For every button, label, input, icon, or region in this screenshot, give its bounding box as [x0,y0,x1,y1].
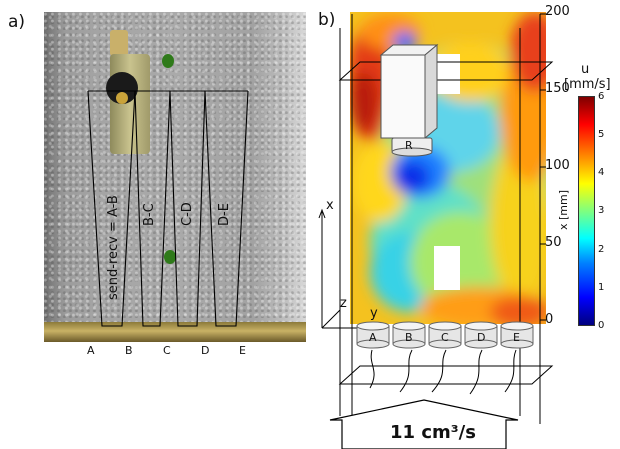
colorbar [578,96,595,326]
sensor-label-d: D [201,344,210,357]
axis-label-y: y [370,306,378,321]
colorbar-tick-4: 4 [598,167,605,178]
x-tick-150: 150 [545,81,570,96]
transducer-label-c: C [441,331,449,344]
x-tick-200: 200 [545,4,570,19]
x-tick-50: 50 [545,235,562,250]
panel-a-label: a) [8,12,26,32]
colorbar-tick-1: 1 [598,282,605,293]
transducer-label-b: B [405,331,413,344]
beam-path-b-c [134,90,171,327]
sensor-label-e: E [239,344,246,357]
beam-path-a-b [87,90,136,327]
colorbar-tick-0: 0 [598,320,605,331]
transducer-label-a: A [369,331,377,344]
inflow-arrow [329,399,519,449]
tracer-bead-middle [164,250,176,264]
x-axis-title: x [mm] [557,189,570,230]
blank-region-bottom [434,246,460,290]
transducer-label-e: E [513,331,520,344]
velocity-field-map [350,12,546,324]
transducer-label-d: D [477,331,486,344]
transducer-d [464,321,498,349]
beam-path-c-d [169,90,206,327]
sensor-lens [116,92,128,104]
inflow-rate-label: 11 cm³/s [390,422,476,443]
panel-b-label: b) [318,10,336,30]
receiver-label: R [405,139,413,152]
colorbar-tick-3: 3 [598,205,605,216]
tank-bottom-sensor-strip [44,322,306,342]
colorbar-title-unit: [mm/s] [564,77,611,92]
transducer-e [500,321,534,349]
axis-label-z: z [340,296,347,311]
blank-region-top [434,54,460,94]
sensor-label-b: B [125,344,133,357]
sensor-connector [110,30,128,56]
colorbar-tick-5: 5 [598,129,605,140]
tank-photo [44,12,306,342]
colorbar-tick-6: 6 [598,91,605,102]
axis-label-x: x [326,198,334,213]
transducer-b [392,321,426,349]
sensor-label-c: C [163,344,171,357]
tracer-bead-top [162,54,174,68]
x-tick-100: 100 [545,158,570,173]
transducer-c [428,321,462,349]
beam-path-d-e [204,90,249,327]
transducer-a [356,321,390,349]
colorbar-title-u: u [581,62,590,77]
receiver-block [379,43,439,157]
colorbar-tick-2: 2 [598,244,605,255]
x-tick-0: 0 [545,312,554,327]
sensor-housing [110,54,150,154]
sensor-label-a: A [87,344,95,357]
